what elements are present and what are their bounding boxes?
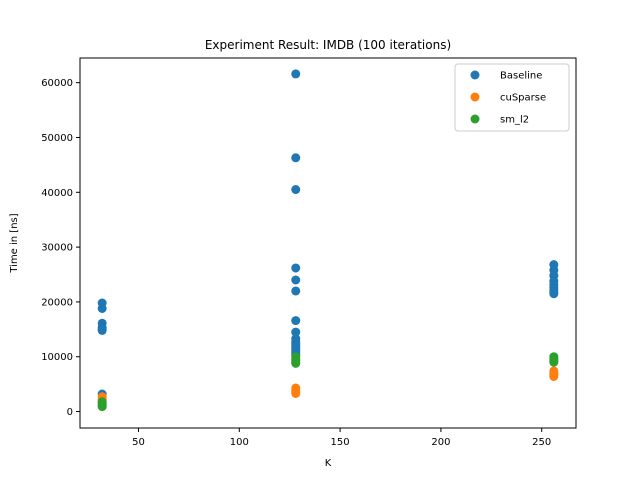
data-point bbox=[549, 371, 559, 381]
x-axis-label: K bbox=[325, 458, 332, 469]
data-point bbox=[291, 263, 301, 273]
x-tick-label: 250 bbox=[532, 437, 551, 448]
data-point bbox=[97, 304, 107, 314]
legend-marker bbox=[470, 114, 480, 124]
data-point bbox=[291, 153, 301, 163]
legend-item: cuSparse bbox=[470, 92, 546, 104]
data-point bbox=[291, 316, 301, 326]
data-point bbox=[291, 69, 301, 79]
data-markers bbox=[97, 69, 559, 412]
y-axis-label: Time in [ns] bbox=[9, 213, 20, 273]
y-tick-label: 30000 bbox=[41, 243, 73, 254]
data-point bbox=[291, 327, 301, 337]
legend-box bbox=[454, 63, 570, 132]
axes-frame bbox=[79, 57, 577, 429]
series-sm-l2 bbox=[97, 352, 559, 412]
legend-item: Baseline bbox=[470, 70, 542, 82]
y-tick-label: 60000 bbox=[41, 78, 73, 89]
x-tick-label: 150 bbox=[331, 437, 350, 448]
legend-label: sm_l2 bbox=[500, 115, 529, 126]
data-point bbox=[97, 402, 107, 412]
data-point bbox=[291, 185, 301, 195]
legend-label: cuSparse bbox=[500, 93, 546, 104]
legend-label: Baseline bbox=[500, 71, 542, 82]
legend-marker bbox=[470, 70, 480, 80]
y-tick-label: 40000 bbox=[41, 188, 73, 199]
data-point bbox=[97, 325, 107, 335]
legend-item: sm_l2 bbox=[470, 114, 529, 126]
data-point bbox=[549, 357, 559, 367]
legend-marker bbox=[470, 92, 480, 102]
y-axis: 0 10000 20000 30000 40000 50000 60000 bbox=[41, 78, 80, 418]
data-point bbox=[291, 275, 301, 285]
data-point bbox=[291, 358, 301, 368]
x-axis: 50 100 150 200 250 bbox=[132, 428, 551, 448]
x-tick-label: 100 bbox=[230, 437, 249, 448]
data-point bbox=[291, 286, 301, 296]
chart-title: Experiment Result: IMDB (100 iterations) bbox=[205, 38, 451, 52]
data-point bbox=[549, 289, 559, 299]
x-tick-label: 200 bbox=[431, 437, 450, 448]
y-tick-label: 10000 bbox=[41, 352, 73, 363]
y-tick-label: 0 bbox=[67, 407, 73, 418]
y-tick-label: 50000 bbox=[41, 133, 73, 144]
y-tick-label: 20000 bbox=[41, 297, 73, 308]
x-tick-label: 50 bbox=[132, 437, 145, 448]
legend: Baseline cuSparse sm_l2 bbox=[454, 63, 570, 132]
data-point bbox=[291, 388, 301, 398]
